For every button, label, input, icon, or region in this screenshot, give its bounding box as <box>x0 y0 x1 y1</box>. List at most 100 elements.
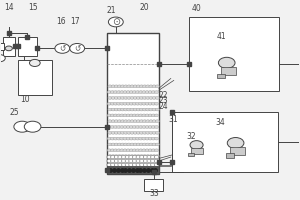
Bar <box>107 33 159 174</box>
Circle shape <box>151 163 155 166</box>
Bar <box>144 179 164 191</box>
Circle shape <box>154 114 159 117</box>
Circle shape <box>154 137 159 140</box>
Circle shape <box>145 114 149 117</box>
Circle shape <box>142 108 147 111</box>
Circle shape <box>114 120 118 123</box>
Text: 16: 16 <box>56 17 66 26</box>
Circle shape <box>123 126 127 128</box>
Circle shape <box>143 159 148 163</box>
Circle shape <box>146 120 150 123</box>
Circle shape <box>117 91 121 93</box>
Circle shape <box>148 137 152 140</box>
Circle shape <box>149 97 153 99</box>
Circle shape <box>145 149 149 152</box>
Circle shape <box>117 120 122 123</box>
Circle shape <box>142 155 147 157</box>
Circle shape <box>227 138 244 148</box>
Circle shape <box>126 91 130 93</box>
Circle shape <box>110 163 115 166</box>
Circle shape <box>108 131 112 134</box>
Circle shape <box>149 120 153 123</box>
Circle shape <box>133 131 137 134</box>
Circle shape <box>136 97 140 99</box>
Circle shape <box>155 97 159 99</box>
Circle shape <box>143 163 148 166</box>
Circle shape <box>154 91 159 93</box>
Circle shape <box>152 143 156 146</box>
Circle shape <box>122 159 126 163</box>
Circle shape <box>108 120 112 123</box>
Circle shape <box>151 159 155 163</box>
Text: 40: 40 <box>191 4 201 13</box>
Bar <box>217 74 225 78</box>
Text: 24: 24 <box>159 102 168 111</box>
Circle shape <box>132 126 137 128</box>
Circle shape <box>136 108 140 111</box>
Circle shape <box>154 126 159 128</box>
Circle shape <box>129 149 134 152</box>
Circle shape <box>120 102 124 105</box>
Circle shape <box>155 131 159 134</box>
Text: 23: 23 <box>159 96 168 105</box>
Circle shape <box>121 108 125 111</box>
Circle shape <box>125 155 130 159</box>
Circle shape <box>136 155 141 159</box>
Circle shape <box>155 108 159 111</box>
Circle shape <box>124 143 128 146</box>
Circle shape <box>108 143 112 146</box>
Circle shape <box>139 91 143 93</box>
Circle shape <box>136 143 140 146</box>
Circle shape <box>140 97 144 99</box>
Circle shape <box>126 149 130 152</box>
Circle shape <box>152 120 156 123</box>
Circle shape <box>147 159 152 163</box>
Circle shape <box>114 85 118 88</box>
Circle shape <box>132 159 137 163</box>
Circle shape <box>136 126 140 128</box>
Text: ↺: ↺ <box>74 44 80 53</box>
Circle shape <box>114 163 119 166</box>
Circle shape <box>142 97 147 99</box>
Circle shape <box>113 137 118 140</box>
Circle shape <box>111 108 115 111</box>
Circle shape <box>129 155 134 159</box>
Circle shape <box>145 137 149 140</box>
Circle shape <box>132 114 137 117</box>
Circle shape <box>121 120 125 123</box>
Circle shape <box>140 108 144 111</box>
Circle shape <box>111 155 115 157</box>
Circle shape <box>140 85 144 88</box>
Circle shape <box>148 91 152 93</box>
Circle shape <box>24 121 41 132</box>
Circle shape <box>133 108 137 111</box>
Circle shape <box>130 120 134 123</box>
Circle shape <box>145 126 149 128</box>
Circle shape <box>136 159 141 163</box>
Circle shape <box>146 97 150 99</box>
Text: 34: 34 <box>215 118 225 127</box>
Circle shape <box>148 102 152 105</box>
Circle shape <box>142 143 147 146</box>
Circle shape <box>136 163 141 166</box>
Circle shape <box>117 97 122 99</box>
Circle shape <box>118 163 123 166</box>
Circle shape <box>132 91 137 93</box>
Circle shape <box>127 108 131 111</box>
Circle shape <box>140 155 144 159</box>
Text: 17: 17 <box>70 17 80 26</box>
Circle shape <box>124 97 128 99</box>
Bar <box>172 112 278 172</box>
Circle shape <box>154 159 159 163</box>
Circle shape <box>117 137 121 140</box>
Circle shape <box>142 131 147 134</box>
Circle shape <box>142 91 146 93</box>
Circle shape <box>142 102 146 105</box>
Circle shape <box>110 149 115 152</box>
Circle shape <box>124 120 128 123</box>
Circle shape <box>148 114 152 117</box>
Circle shape <box>133 143 137 146</box>
Circle shape <box>114 131 118 134</box>
Circle shape <box>154 155 159 159</box>
Circle shape <box>139 126 143 128</box>
